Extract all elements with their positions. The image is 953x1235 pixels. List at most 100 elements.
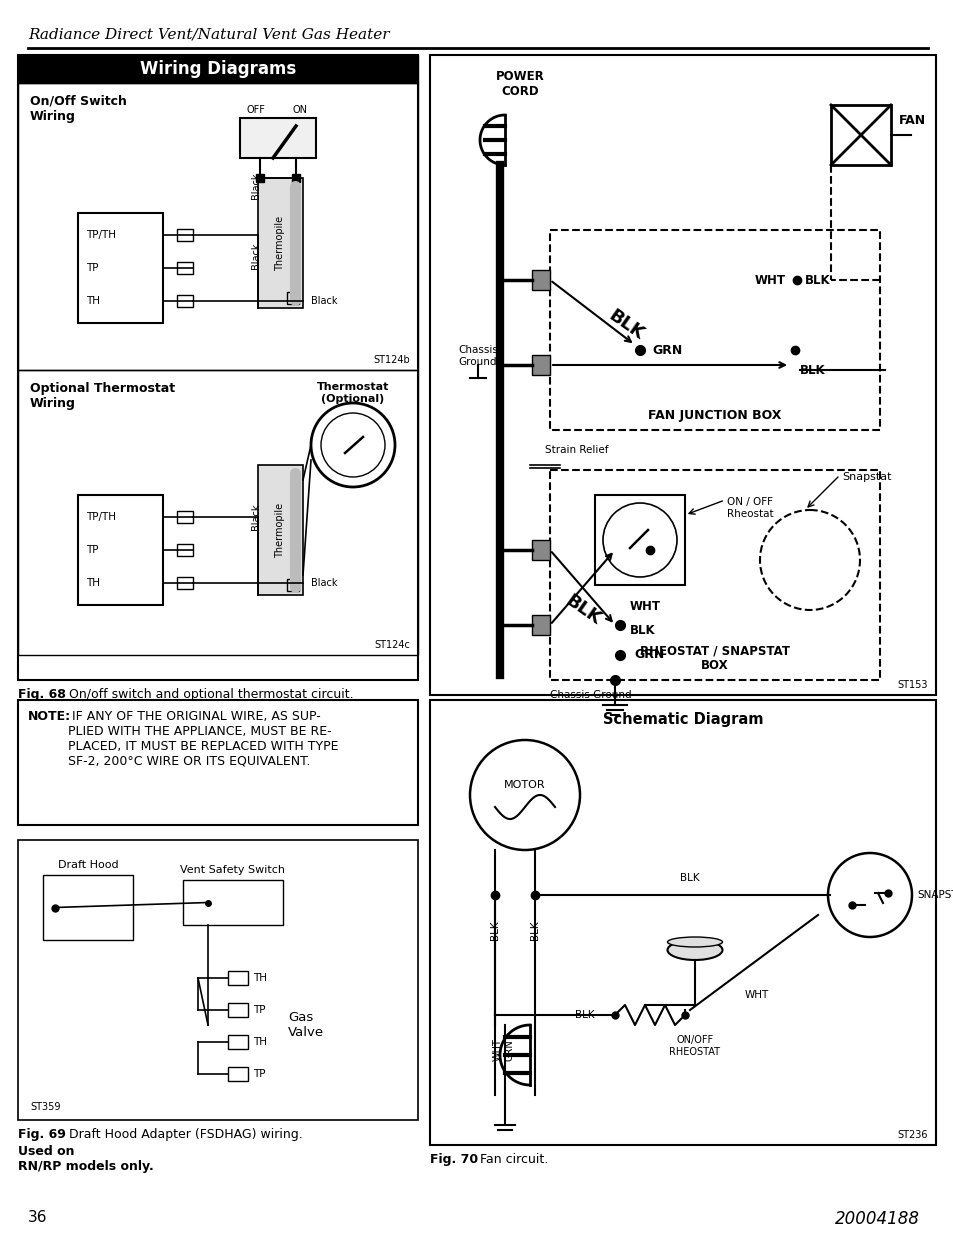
Text: Thermopile: Thermopile xyxy=(275,503,285,557)
Text: Wiring Diagrams: Wiring Diagrams xyxy=(140,61,295,78)
Text: GRN: GRN xyxy=(634,648,663,662)
Text: Thermostat
(Optional): Thermostat (Optional) xyxy=(316,382,389,404)
Text: Used on
RN/RP models only.: Used on RN/RP models only. xyxy=(18,1145,153,1173)
Text: WHT: WHT xyxy=(743,990,768,1000)
Bar xyxy=(177,228,193,241)
Bar xyxy=(18,840,417,1120)
Bar xyxy=(228,1067,248,1081)
Text: Schematic Diagram: Schematic Diagram xyxy=(602,713,762,727)
Bar xyxy=(177,577,193,589)
Bar xyxy=(177,511,193,522)
Bar xyxy=(550,230,879,430)
Text: Optional Thermostat
Wiring: Optional Thermostat Wiring xyxy=(30,382,175,410)
Text: BLK: BLK xyxy=(604,306,646,343)
Text: WHT: WHT xyxy=(754,273,785,287)
Text: WHT: WHT xyxy=(629,600,660,614)
Bar xyxy=(257,178,303,308)
Bar xyxy=(532,540,550,559)
Text: GRN: GRN xyxy=(651,343,681,357)
Bar xyxy=(287,579,298,592)
Text: WHT: WHT xyxy=(493,1039,502,1061)
Text: On/Off Switch
Wiring: On/Off Switch Wiring xyxy=(30,95,127,124)
Text: FAN JUNCTION BOX: FAN JUNCTION BOX xyxy=(648,409,781,422)
Bar xyxy=(18,370,417,655)
Text: Black: Black xyxy=(251,504,261,530)
Bar xyxy=(78,495,163,605)
Bar xyxy=(532,354,550,375)
Bar xyxy=(18,56,417,83)
Text: BLK: BLK xyxy=(679,873,700,883)
Text: Gas
Valve: Gas Valve xyxy=(288,1011,324,1039)
Text: TH: TH xyxy=(253,1037,267,1047)
Text: BLK: BLK xyxy=(804,273,830,287)
Bar xyxy=(257,466,303,595)
Text: ST359: ST359 xyxy=(30,1102,60,1112)
Text: BLK: BLK xyxy=(800,363,824,377)
Bar xyxy=(177,543,193,556)
Bar xyxy=(18,700,417,825)
Text: BLK: BLK xyxy=(490,920,499,940)
Text: Fig. 70: Fig. 70 xyxy=(430,1153,477,1166)
Bar xyxy=(177,295,193,308)
Text: 20004188: 20004188 xyxy=(834,1210,919,1228)
Text: BLK: BLK xyxy=(629,624,655,636)
Bar xyxy=(18,56,417,680)
Bar xyxy=(177,262,193,274)
Text: Chassis
Ground: Chassis Ground xyxy=(457,345,497,367)
Bar xyxy=(183,881,283,925)
Text: ST124b: ST124b xyxy=(373,354,410,366)
Text: ON / OFF
Rheostat: ON / OFF Rheostat xyxy=(726,496,773,519)
Text: MOTOR: MOTOR xyxy=(503,781,545,790)
Bar xyxy=(532,615,550,635)
Text: Radiance Direct Vent/Natural Vent Gas Heater: Radiance Direct Vent/Natural Vent Gas He… xyxy=(28,28,389,42)
Bar xyxy=(287,291,298,304)
Text: Chassis Ground: Chassis Ground xyxy=(550,690,631,700)
Text: TP/TH: TP/TH xyxy=(86,230,116,240)
Text: SNAPSTAT: SNAPSTAT xyxy=(916,890,953,900)
Ellipse shape xyxy=(667,937,721,947)
Bar xyxy=(240,119,315,158)
Bar xyxy=(228,971,248,986)
Text: On/off switch and optional thermostat circuit.: On/off switch and optional thermostat ci… xyxy=(61,688,354,701)
Bar xyxy=(78,212,163,324)
Text: ST153: ST153 xyxy=(897,680,927,690)
Text: Black: Black xyxy=(311,296,337,306)
Text: Draft Hood Adapter (FSDHAG) wiring.: Draft Hood Adapter (FSDHAG) wiring. xyxy=(61,1128,307,1141)
Bar xyxy=(430,700,935,1145)
Text: BLK: BLK xyxy=(575,1010,595,1020)
Text: Vent Safety Switch: Vent Safety Switch xyxy=(180,864,285,876)
Bar xyxy=(595,495,684,585)
Text: ST236: ST236 xyxy=(897,1130,927,1140)
Text: OFF: OFF xyxy=(246,105,265,115)
Text: 36: 36 xyxy=(28,1210,48,1225)
Bar xyxy=(532,270,550,290)
Text: TH: TH xyxy=(253,973,267,983)
Text: TP/TH: TP/TH xyxy=(86,513,116,522)
Text: ST124c: ST124c xyxy=(374,640,410,650)
Text: ON/OFF
RHEOSTAT: ON/OFF RHEOSTAT xyxy=(669,1035,720,1057)
Circle shape xyxy=(311,403,395,487)
Text: TH: TH xyxy=(86,296,100,306)
Text: BLK: BLK xyxy=(530,920,539,940)
Bar xyxy=(830,105,890,165)
Text: Black: Black xyxy=(251,243,261,269)
Ellipse shape xyxy=(667,940,721,960)
Text: FAN: FAN xyxy=(898,114,925,126)
Bar xyxy=(228,1003,248,1016)
Bar xyxy=(228,1035,248,1049)
Text: IF ANY OF THE ORIGINAL WIRE, AS SUP-
PLIED WITH THE APPLIANCE, MUST BE RE-
PLACE: IF ANY OF THE ORIGINAL WIRE, AS SUP- PLI… xyxy=(68,710,338,768)
Text: ON: ON xyxy=(293,105,307,115)
Text: TP: TP xyxy=(253,1005,265,1015)
Bar xyxy=(43,876,132,940)
Text: Snapstat: Snapstat xyxy=(841,472,890,482)
Text: TP: TP xyxy=(253,1070,265,1079)
Text: Fig. 69: Fig. 69 xyxy=(18,1128,66,1141)
Text: GRN: GRN xyxy=(504,1039,515,1061)
Text: Strain Relief: Strain Relief xyxy=(544,445,608,454)
Bar xyxy=(18,83,417,370)
Text: Black: Black xyxy=(311,578,337,588)
Text: Fan circuit.: Fan circuit. xyxy=(472,1153,548,1166)
Text: BLK: BLK xyxy=(561,592,603,629)
Text: NOTE:: NOTE: xyxy=(28,710,71,722)
Text: Black: Black xyxy=(251,172,261,199)
